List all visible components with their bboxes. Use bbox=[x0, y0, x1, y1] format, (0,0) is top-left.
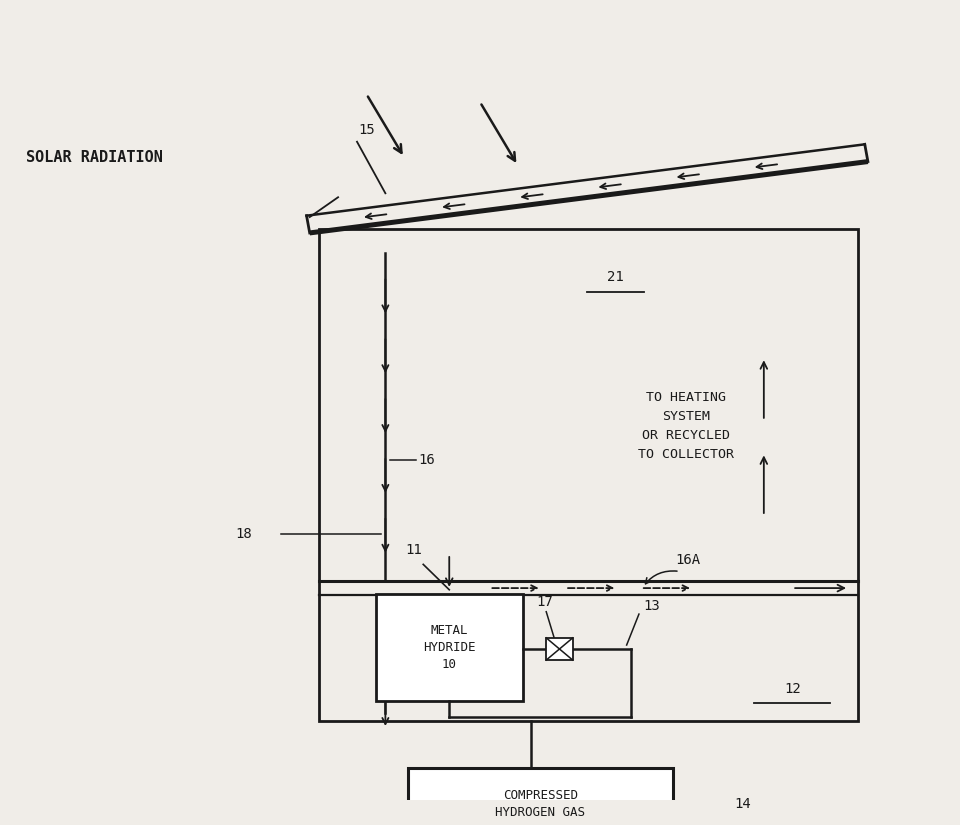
Text: 14: 14 bbox=[734, 797, 751, 811]
Text: COMPRESSED
HYDROGEN GAS: COMPRESSED HYDROGEN GAS bbox=[495, 789, 586, 819]
Text: 21: 21 bbox=[608, 270, 624, 284]
Text: 16A: 16A bbox=[675, 553, 700, 567]
Text: SOLAR RADIATION: SOLAR RADIATION bbox=[26, 150, 163, 165]
Text: 16: 16 bbox=[419, 453, 435, 467]
Text: 15: 15 bbox=[358, 123, 374, 137]
Bar bbox=[546, 638, 573, 660]
Text: METAL
HYDRIDE
10: METAL HYDRIDE 10 bbox=[423, 624, 475, 671]
Bar bbox=[376, 594, 522, 700]
Text: 12: 12 bbox=[784, 682, 801, 695]
Text: 11: 11 bbox=[405, 543, 422, 557]
Bar bbox=[408, 768, 673, 825]
Text: 13: 13 bbox=[643, 599, 660, 613]
Text: 17: 17 bbox=[537, 595, 554, 609]
Text: 18: 18 bbox=[235, 527, 252, 540]
Text: TO HEATING
SYSTEM
OR RECYCLED
TO COLLECTOR: TO HEATING SYSTEM OR RECYCLED TO COLLECT… bbox=[637, 390, 733, 460]
